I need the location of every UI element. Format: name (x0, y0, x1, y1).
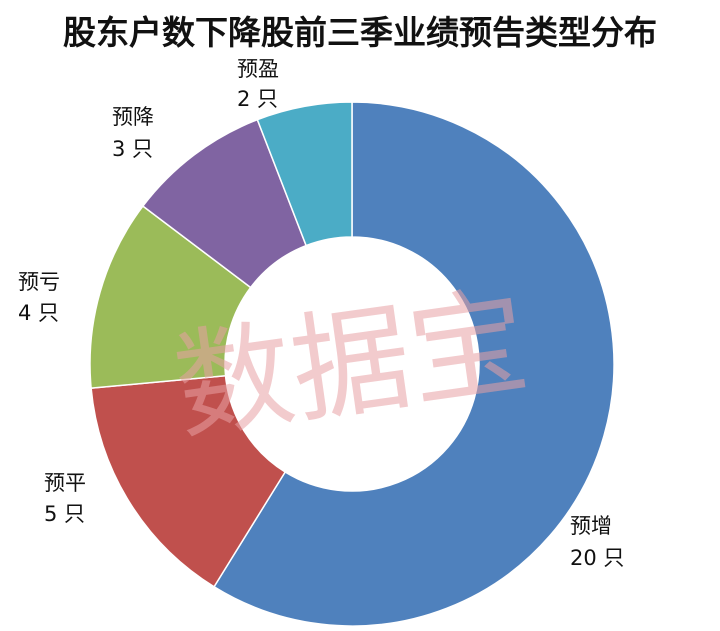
slice-value-1: 5 只 (44, 502, 85, 526)
slice-label-3: 预降 (112, 105, 154, 129)
slice-label-1: 预平 (44, 471, 86, 495)
slice-label-4: 预盈 (237, 57, 279, 81)
chart-title: 股东户数下降股前三季业绩预告类型分布 (63, 13, 657, 52)
slice-value-2: 4 只 (18, 301, 59, 325)
slices-layer (89, 101, 615, 627)
donut-slice-2 (89, 205, 252, 389)
slice-value-0: 20 只 (570, 546, 624, 570)
donut-slice-1 (90, 374, 287, 588)
donut-slice-4 (256, 101, 353, 247)
donut-slice-0 (213, 101, 615, 627)
labels-layer: 预增 20 只 预平 5 只 预亏 4 只 预降 3 只 预盈 2 只 (18, 57, 624, 570)
slice-label-2: 预亏 (18, 270, 60, 294)
slice-value-3: 3 只 (112, 137, 153, 161)
slice-value-4: 2 只 (237, 87, 278, 111)
slice-label-0: 预增 (570, 514, 612, 538)
